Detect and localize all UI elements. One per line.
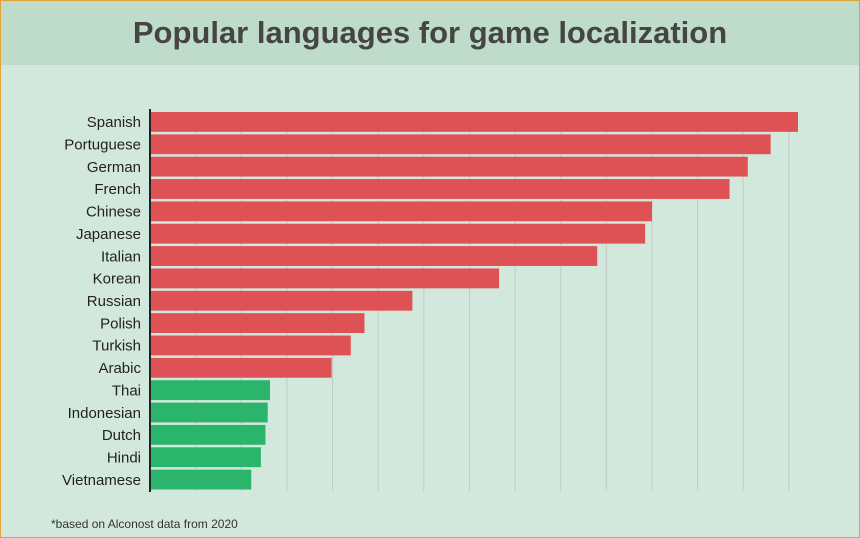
bar-arabic	[150, 357, 332, 378]
bar-vietnamese	[150, 469, 252, 490]
bar-turkish	[150, 335, 351, 356]
category-label: Chinese	[86, 204, 141, 221]
category-label: Portuguese	[64, 137, 141, 154]
bar-polish	[150, 313, 365, 334]
category-label: French	[94, 181, 141, 198]
category-label: Russian	[87, 293, 141, 310]
category-label: Hindi	[107, 449, 141, 466]
bar-dutch	[150, 424, 266, 445]
category-label: Turkish	[92, 338, 141, 355]
category-label: Japanese	[76, 226, 141, 243]
category-label: Thai	[112, 382, 141, 399]
category-label: Spanish	[87, 114, 141, 131]
category-label: German	[87, 159, 141, 176]
bar-hindi	[150, 447, 261, 468]
bar-german	[150, 156, 748, 177]
bar-indonesian	[150, 402, 268, 423]
bar-chart: Spanish Portuguese German French Chinese Japa…	[62, 109, 798, 492]
category-label: Indonesian	[68, 405, 141, 422]
category-label: Dutch	[102, 427, 141, 444]
category-label: Arabic	[98, 360, 141, 377]
bar-japanese	[150, 223, 646, 244]
category-label: Polish	[100, 315, 141, 332]
footnote: *based on Alconost data from 2020	[51, 517, 238, 531]
bar-thai	[150, 380, 271, 401]
bar-french	[150, 179, 730, 199]
bar-korean	[150, 268, 500, 289]
bar-russian	[150, 290, 413, 311]
bar-chinese	[150, 201, 652, 222]
chart-title: Popular languages for game localization	[132, 15, 728, 50]
bar-spanish	[150, 112, 798, 132]
category-label: Vietnamese	[62, 472, 141, 489]
category-label: Italian	[101, 248, 141, 265]
bar-portuguese	[150, 134, 771, 155]
bar-italian	[150, 246, 598, 266]
category-label: Korean	[93, 271, 141, 288]
title-banner: Popular languages for game localization	[1, 1, 859, 65]
